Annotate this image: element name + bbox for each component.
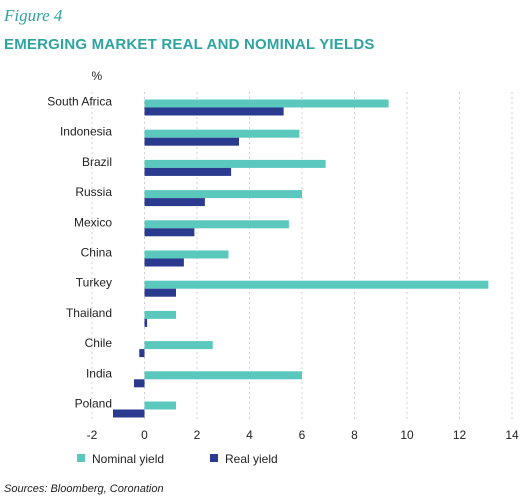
bar-real-yield (144, 198, 205, 207)
bar-real-yield (134, 379, 145, 388)
x-tick-label: 12 (453, 428, 467, 442)
bar-real-yield (144, 288, 176, 297)
x-tick-label: 2 (194, 428, 201, 442)
bar-real-yield (144, 107, 284, 116)
legend-nominal-yield-swatch (77, 454, 85, 462)
category-label: Poland (75, 397, 112, 411)
bar-nominal-yield (144, 99, 389, 108)
category-label: Brazil (82, 155, 112, 169)
bar-nominal-yield (144, 159, 326, 168)
bar-nominal-yield (144, 371, 302, 380)
legend-real-yield-label: Real yield (225, 452, 278, 466)
bar-real-yield (144, 167, 232, 176)
bar-nominal-yield (144, 250, 229, 259)
bar-real-yield (144, 258, 184, 267)
category-label: Russia (75, 185, 112, 199)
chart-title: EMERGING MARKET REAL AND NOMINAL YIELDS (4, 36, 375, 53)
figure-label: Figure 4 (4, 6, 63, 25)
x-tick-label: -2 (87, 428, 98, 442)
unit-label: % (92, 69, 103, 83)
category-label: Chile (85, 336, 113, 350)
grid-lines (91, 92, 513, 422)
category-label: India (86, 366, 112, 380)
legend-real-yield-swatch (210, 454, 218, 462)
bar-real-yield (139, 349, 145, 358)
x-tick-label: 6 (299, 428, 306, 442)
bar-nominal-yield (144, 310, 176, 319)
bar-nominal-yield (144, 341, 213, 350)
category-label: Mexico (74, 215, 112, 229)
category-label: Indonesia (60, 125, 112, 139)
bar-nominal-yield (144, 401, 176, 410)
axis-labels: -2 0 2 4 6 8 10 12 14% South Africa Indonesia Brazi… (47, 69, 519, 442)
category-label: Thailand (66, 306, 112, 320)
bar-nominal-yield (144, 190, 302, 199)
category-label: China (81, 246, 113, 260)
category-label: South Africa (47, 95, 112, 109)
bar-real-yield (144, 228, 195, 237)
category-label: Turkey (76, 276, 112, 290)
bar-chart: -2 0 2 4 6 8 10 12 14% South Africa Indonesia Brazi… (47, 69, 519, 466)
legend-nominal-yield-label: Nominal yield (92, 452, 164, 466)
legend: Nominal yield Real yield (77, 452, 278, 466)
bar-real-yield (144, 318, 148, 327)
bar-nominal-yield (144, 129, 300, 138)
x-tick-label: 0 (141, 428, 148, 442)
x-tick-label: 14 (505, 428, 519, 442)
bars (113, 99, 489, 418)
x-tick-label: 8 (351, 428, 358, 442)
x-tick-label: 4 (246, 428, 253, 442)
bar-nominal-yield (144, 280, 489, 289)
bar-real-yield (113, 409, 145, 418)
x-tick-label: 10 (400, 428, 414, 442)
bar-real-yield (144, 137, 239, 146)
source-note: Sources: Bloomberg, Coronation (4, 483, 164, 495)
bar-nominal-yield (144, 220, 289, 229)
